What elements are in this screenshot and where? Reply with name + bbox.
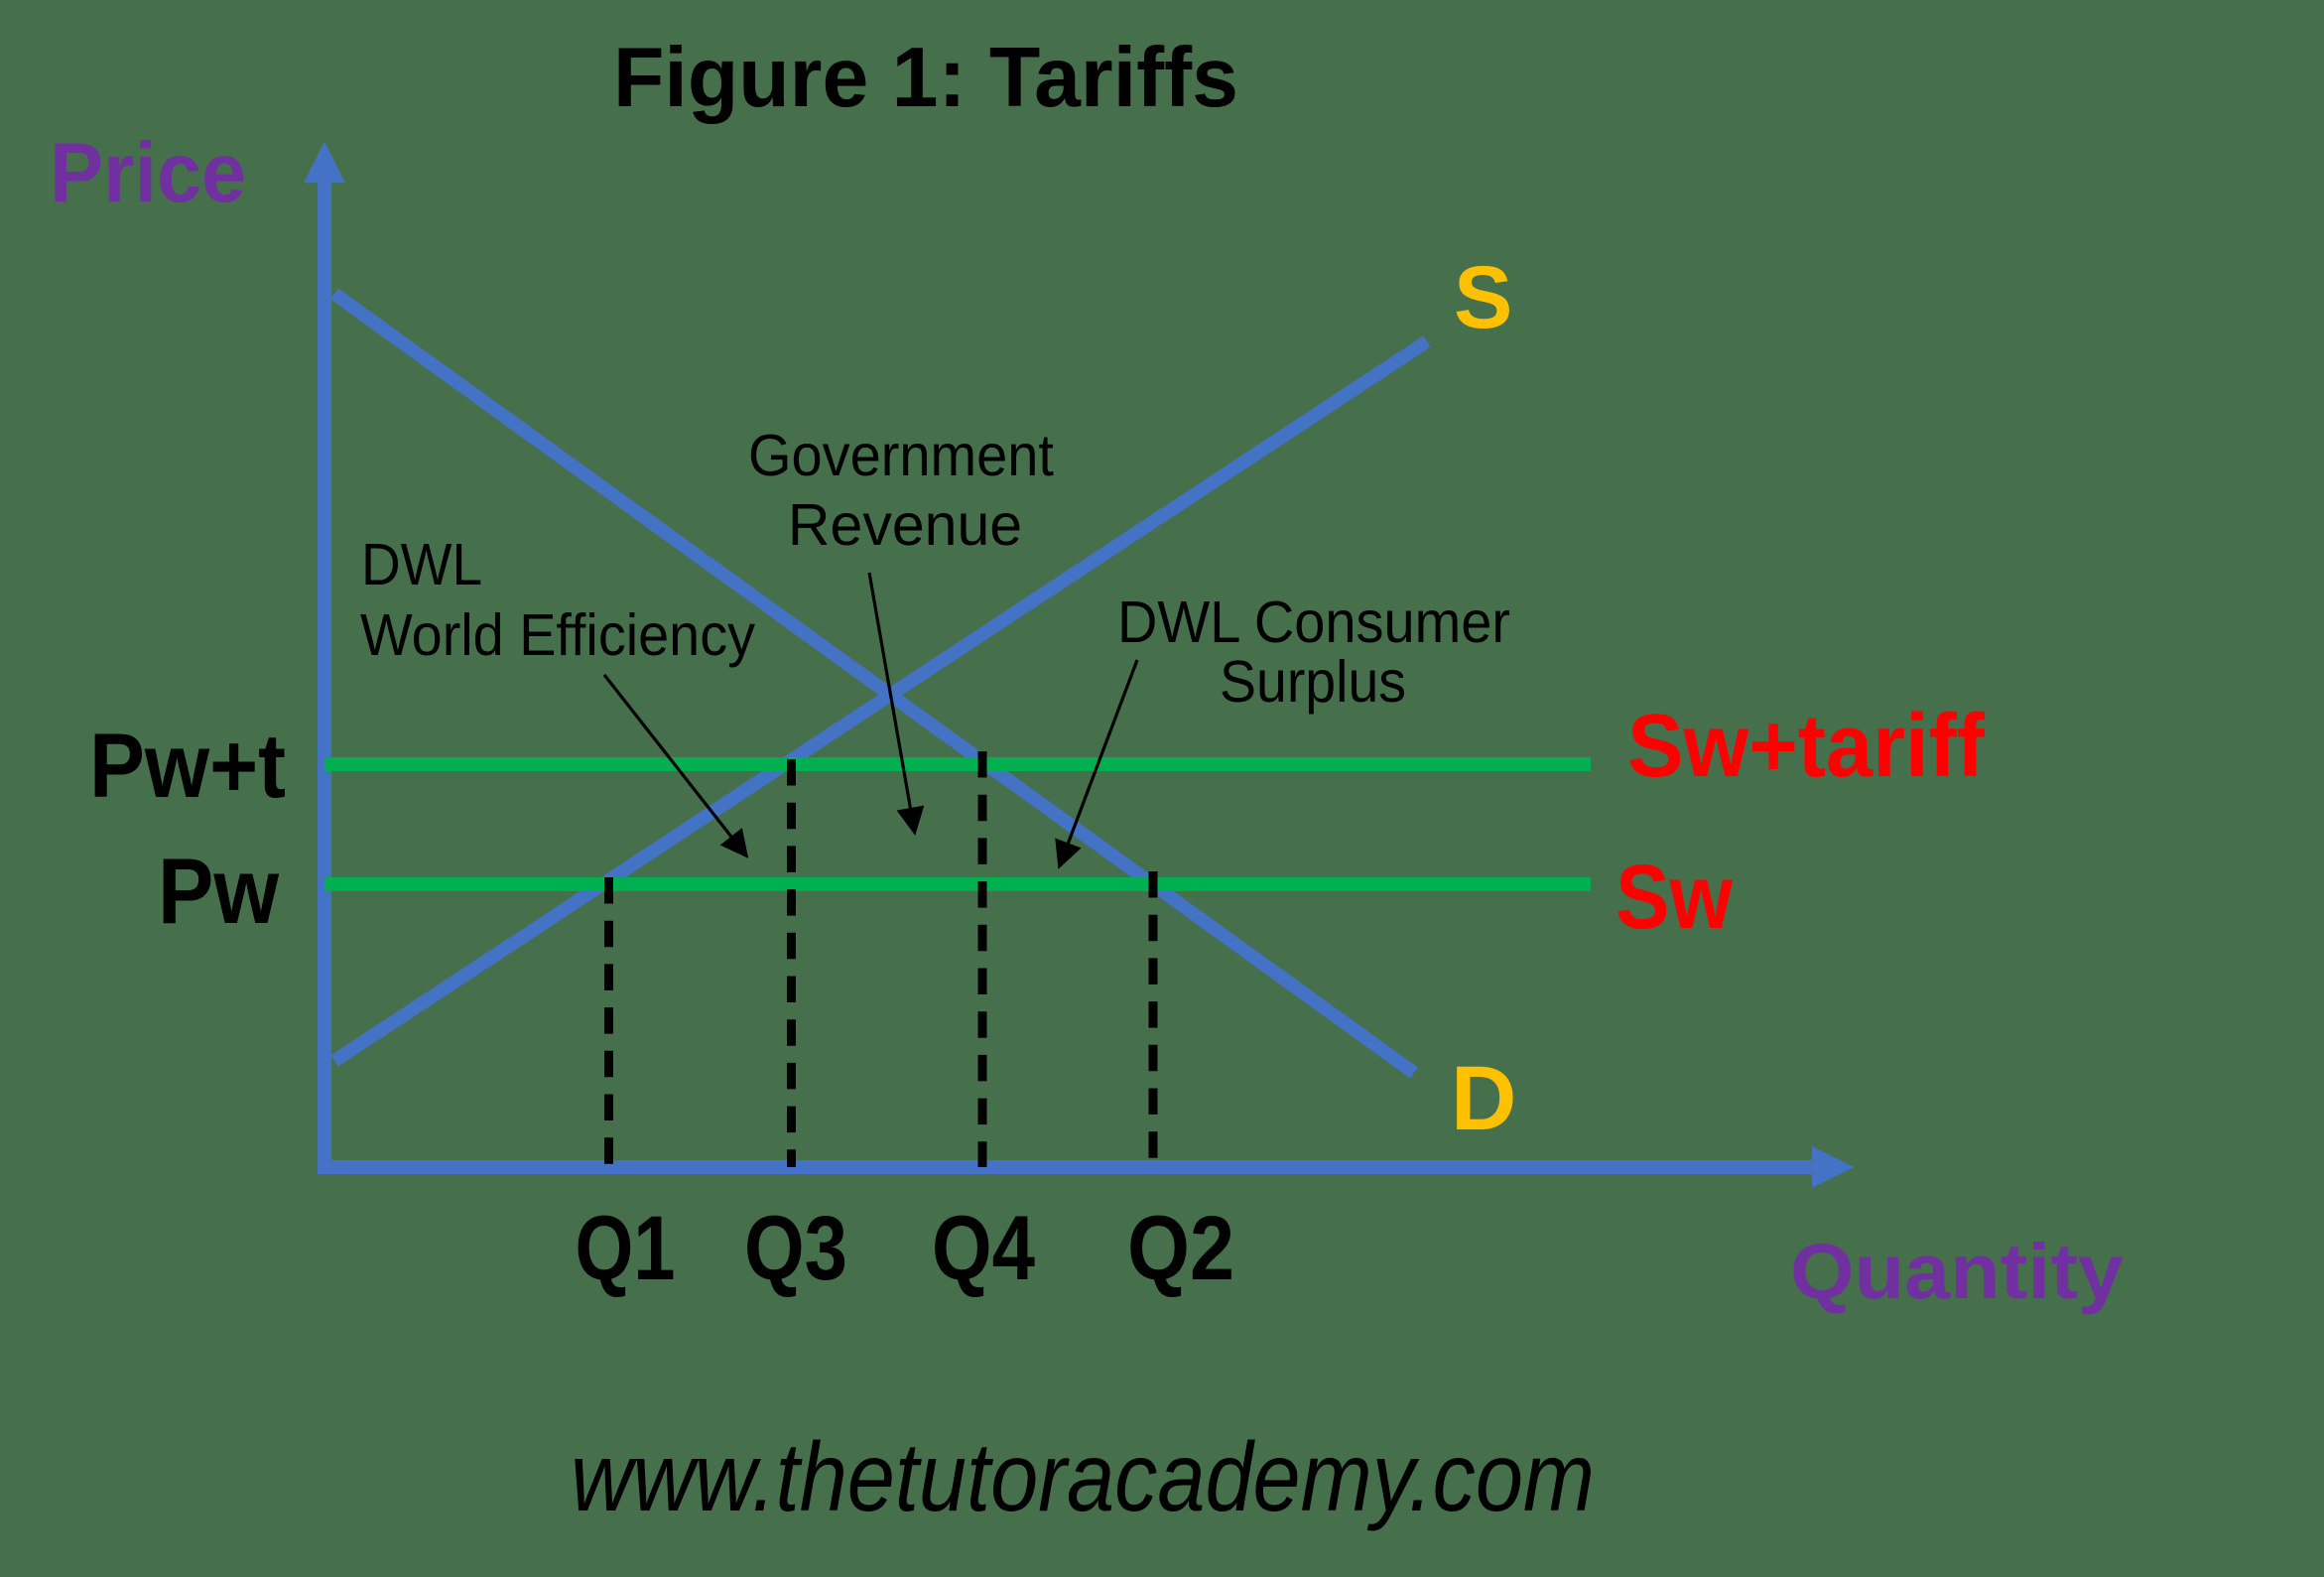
svg-text:Pw: Pw: [158, 839, 280, 943]
svg-text:S: S: [1454, 247, 1512, 346]
svg-text:World Efficiency: World Efficiency: [360, 602, 755, 668]
svg-text:Q3: Q3: [744, 1198, 847, 1299]
svg-text:Price: Price: [50, 126, 246, 220]
svg-text:Pw+t: Pw+t: [89, 716, 286, 817]
svg-text:www.thetutoracademy.com: www.thetutoracademy.com: [571, 1422, 1595, 1531]
svg-text:Quantity: Quantity: [1790, 1227, 2124, 1315]
svg-text:Surplus: Surplus: [1220, 649, 1406, 715]
svg-text:DWL Consumer: DWL Consumer: [1117, 590, 1510, 655]
svg-text:D: D: [1451, 1048, 1516, 1149]
svg-text:Q2: Q2: [1127, 1198, 1234, 1299]
svg-text:Revenue: Revenue: [788, 492, 1022, 558]
svg-text:Sw+tariff: Sw+tariff: [1627, 697, 1986, 796]
svg-text:Government: Government: [748, 423, 1054, 488]
svg-text:Sw: Sw: [1615, 847, 1733, 948]
svg-text:Q4: Q4: [932, 1198, 1035, 1299]
svg-text:Figure 1: Tariffs: Figure 1: Tariffs: [613, 31, 1238, 125]
svg-text:DWL: DWL: [361, 532, 482, 597]
svg-text:Q1: Q1: [576, 1198, 676, 1299]
